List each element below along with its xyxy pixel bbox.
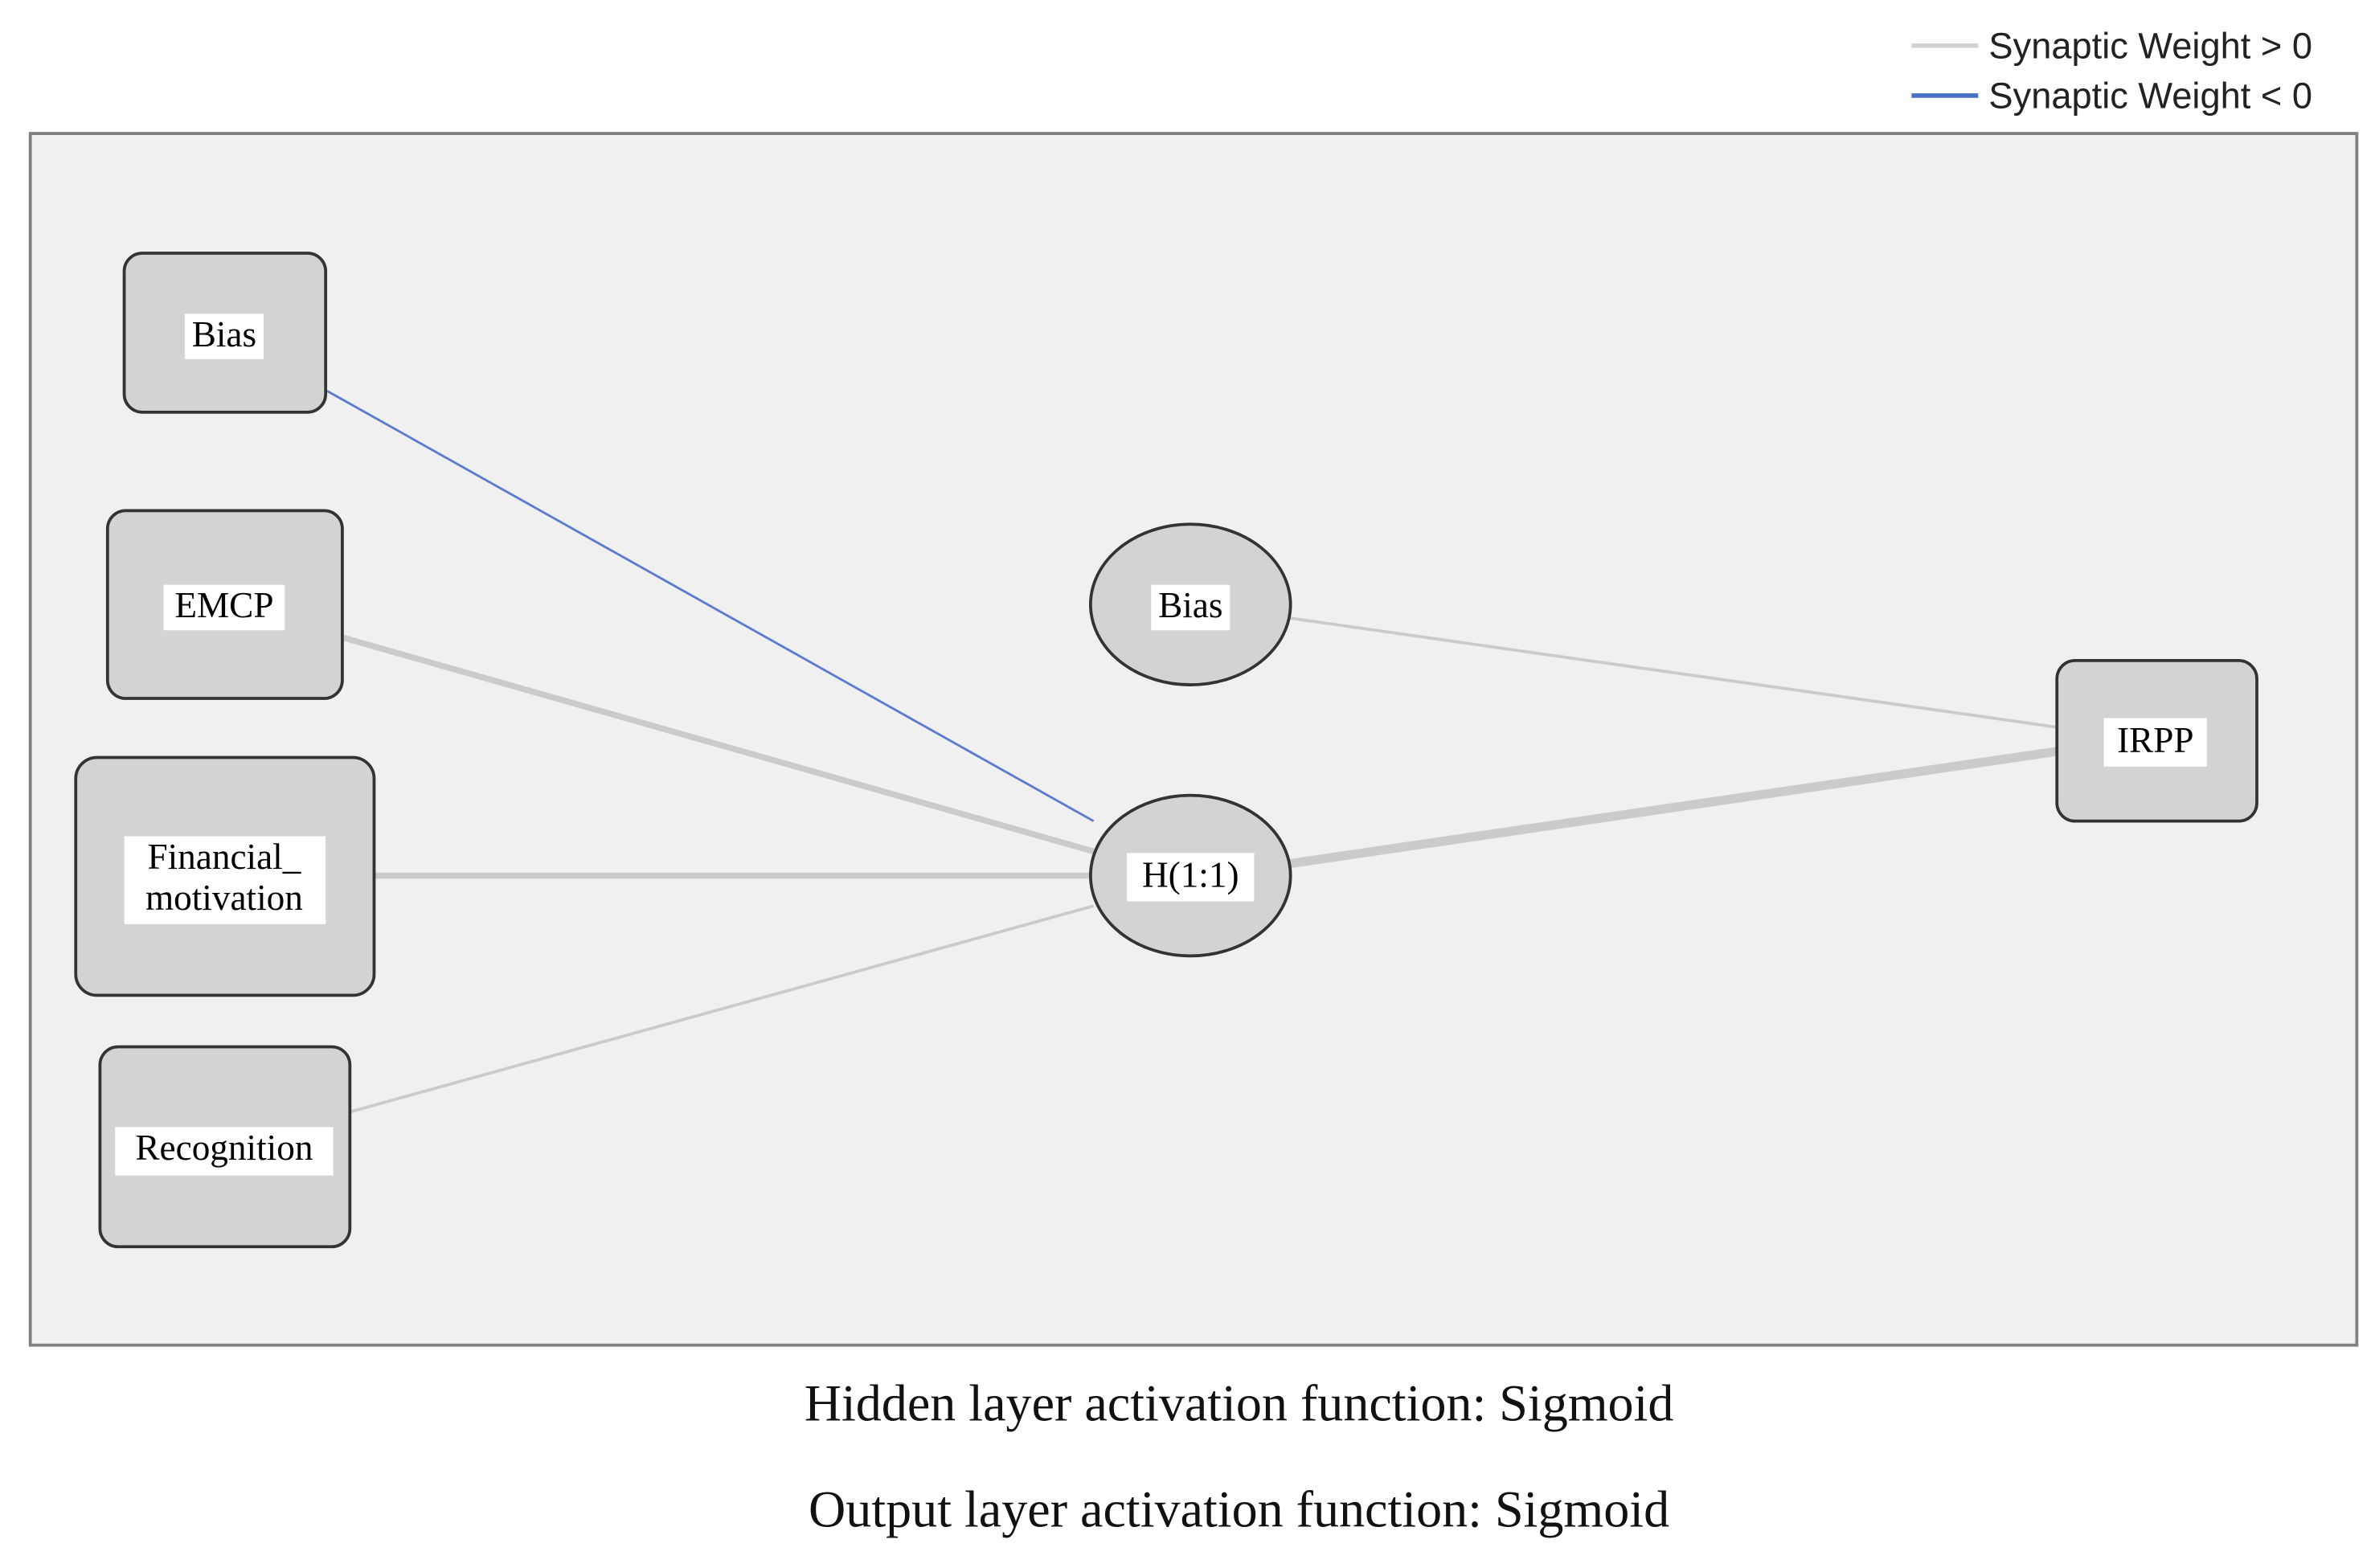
edge [1290, 616, 2058, 729]
footer-note: Output layer activation function: Sigmoi… [809, 1481, 1669, 1538]
label-bg [184, 313, 264, 359]
node-label: Recognition [135, 1128, 313, 1168]
label-bg [124, 836, 326, 924]
label-bg [1151, 584, 1230, 631]
footer-note: Hidden layer activation function: Sigmoi… [805, 1375, 1674, 1432]
label-bg [1127, 853, 1255, 902]
node-label: IRPP [2117, 720, 2194, 760]
edge [342, 635, 1095, 854]
label-bg [163, 584, 285, 631]
legend-label: Synaptic Weight < 0 [1988, 76, 2312, 117]
node-label: EMCP [174, 585, 273, 625]
edge [1289, 747, 2058, 869]
node-label: Bias [192, 314, 256, 354]
edge [349, 904, 1095, 1114]
node-label: motivation [145, 878, 303, 918]
legend-label: Synaptic Weight > 0 [1988, 25, 2312, 66]
label-bg [115, 1127, 334, 1176]
node-label: Financial_ [147, 837, 301, 877]
label-bg [2103, 718, 2207, 767]
edge [326, 390, 1095, 822]
diagram-panel [28, 132, 2359, 1347]
node-label: H(1:1) [1142, 855, 1239, 895]
node-label: Bias [1158, 585, 1222, 625]
